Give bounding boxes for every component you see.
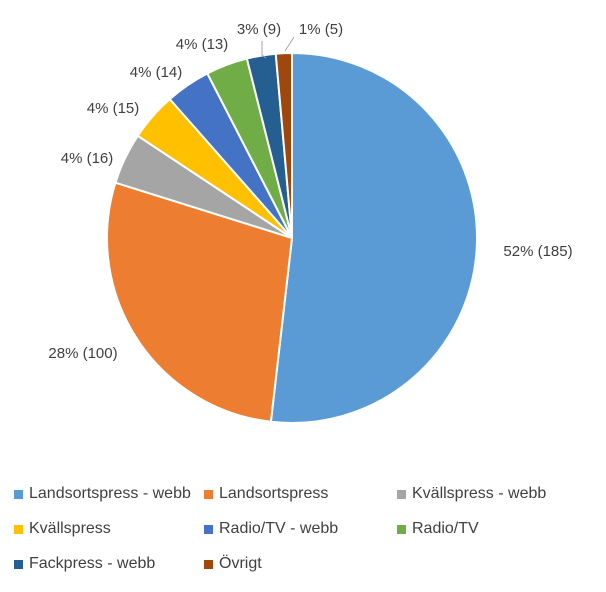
legend-swatch bbox=[204, 559, 213, 569]
legend-label: Radio/TV bbox=[412, 520, 479, 537]
legend-swatch bbox=[397, 524, 406, 534]
data-label-4: 4% (15) bbox=[87, 100, 140, 117]
legend-item-6: Radio/TV bbox=[397, 520, 479, 538]
legend-label: Kvällspress bbox=[29, 520, 111, 537]
legend-label: Landsortspress bbox=[219, 485, 329, 502]
legend-swatch bbox=[397, 489, 406, 499]
data-label-2: 28% (100) bbox=[48, 345, 117, 362]
legend-item-4: Kvällspress bbox=[14, 520, 111, 538]
leader-line-7 bbox=[261, 41, 267, 59]
legend-swatch bbox=[14, 524, 23, 534]
legend-item-5: Radio/TV - webb bbox=[204, 520, 338, 538]
legend-swatch bbox=[204, 489, 213, 499]
data-label-7: 3% (9) bbox=[237, 21, 281, 38]
pie-slice-2 bbox=[105, 181, 294, 423]
data-label-5: 4% (14) bbox=[130, 64, 183, 81]
legend-item-7: Fackpress - webb bbox=[14, 555, 155, 573]
pie-slice-8 bbox=[274, 51, 293, 239]
data-label-1: 52% (185) bbox=[503, 243, 572, 260]
leader-line-8 bbox=[284, 36, 295, 52]
data-label-3: 4% (16) bbox=[61, 150, 114, 167]
legend-label: Fackpress - webb bbox=[29, 555, 156, 572]
pie-chart: 52% (185) 28% (100) 4% (16) 4% (15) 4% (14) 4… bbox=[48, 21, 573, 424]
pie-slice-1 bbox=[269, 51, 479, 424]
legend-item-8: Övrigt bbox=[204, 555, 262, 573]
legend-item-2: Landsortspress bbox=[204, 485, 328, 503]
data-label-6: 4% (13) bbox=[176, 36, 229, 53]
legend-item-1: Landsortspress - webb bbox=[14, 485, 191, 503]
legend-swatch bbox=[14, 489, 23, 499]
legend-label: Landsortspress - webb bbox=[29, 485, 191, 502]
legend-label: Kvällspress - webb bbox=[412, 485, 547, 502]
legend-item-3: Kvällspress - webb bbox=[397, 485, 546, 503]
legend-label: Övrigt bbox=[219, 555, 262, 572]
legend-swatch bbox=[14, 559, 23, 569]
legend-label: Radio/TV - webb bbox=[219, 520, 339, 537]
legend-swatch bbox=[204, 524, 213, 534]
data-label-8: 1% (5) bbox=[299, 21, 343, 38]
